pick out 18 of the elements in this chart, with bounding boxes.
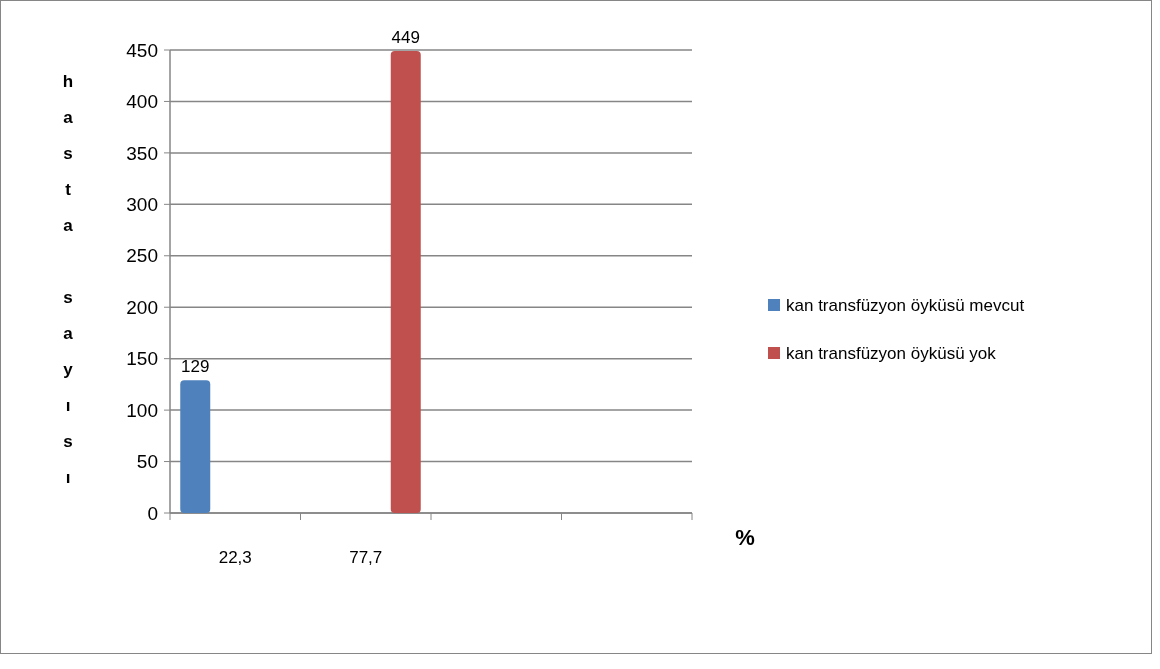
legend-label: kan transfüzyon öyküsü mevcut	[786, 295, 1025, 315]
data-label: 449	[391, 28, 420, 48]
y-tick-label: 300	[126, 193, 158, 215]
data-label: 129	[181, 357, 210, 377]
legend-label: kan transfüzyon öyküsü yok	[786, 343, 997, 363]
y-tick-label: 200	[126, 296, 158, 318]
x-tick-label: 77,7	[349, 548, 383, 567]
y-axis-title: hasta sayısı	[58, 72, 78, 504]
y-tick-label: 100	[126, 399, 158, 421]
y-tick-label: 400	[126, 91, 158, 113]
y-tick-label: 0	[147, 502, 158, 524]
y-tick-label: 50	[136, 451, 158, 473]
x-tick-label: 22,3	[218, 548, 252, 567]
y-tick-label: 450	[126, 39, 158, 61]
y-tick-label: 250	[126, 245, 158, 267]
y-tick-label: 150	[126, 348, 158, 370]
y-tick-label: 350	[126, 142, 158, 164]
x-axis-title: %	[735, 525, 755, 550]
